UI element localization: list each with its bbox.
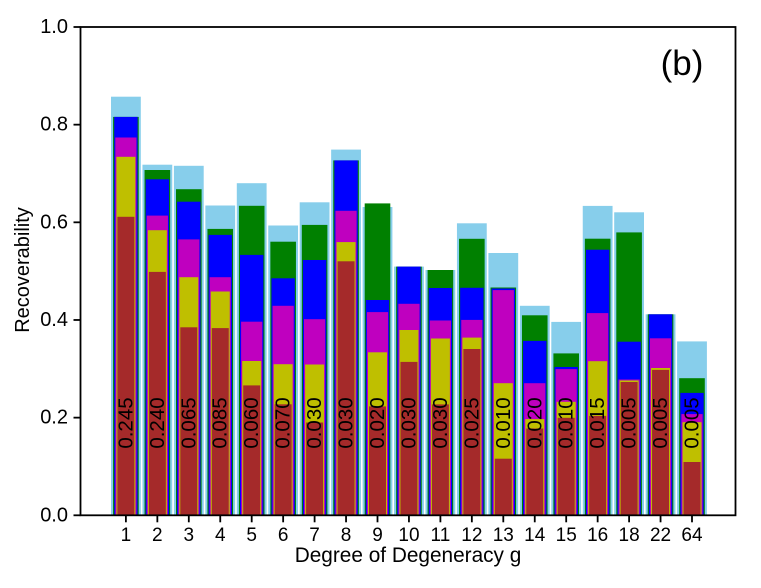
svg-text:12: 12 <box>461 525 482 546</box>
svg-text:0.020: 0.020 <box>523 397 546 448</box>
svg-text:0.085: 0.085 <box>209 397 232 448</box>
svg-text:11: 11 <box>431 525 451 546</box>
svg-text:0.010: 0.010 <box>555 397 578 448</box>
svg-text:0.060: 0.060 <box>240 397 263 448</box>
svg-text:0.030: 0.030 <box>429 397 452 448</box>
svg-text:14: 14 <box>524 525 546 546</box>
svg-text:0.025: 0.025 <box>460 397 483 448</box>
svg-text:3: 3 <box>184 525 195 546</box>
svg-text:0.0: 0.0 <box>40 504 68 526</box>
svg-text:18: 18 <box>619 525 640 546</box>
svg-text:0.010: 0.010 <box>492 397 515 448</box>
svg-text:0.6: 0.6 <box>40 211 68 233</box>
svg-text:9: 9 <box>372 525 383 546</box>
svg-text:0.005: 0.005 <box>649 397 672 448</box>
svg-text:0.030: 0.030 <box>335 397 358 448</box>
svg-text:16: 16 <box>587 525 608 546</box>
svg-text:0.070: 0.070 <box>272 397 295 448</box>
svg-text:13: 13 <box>493 525 514 546</box>
svg-text:(b): (b) <box>661 44 704 83</box>
svg-text:0.005: 0.005 <box>618 397 641 448</box>
svg-text:Recoverability: Recoverability <box>12 207 34 333</box>
svg-text:64: 64 <box>681 525 703 546</box>
svg-text:6: 6 <box>278 525 289 546</box>
svg-text:0.005: 0.005 <box>681 397 704 448</box>
svg-text:Degree of Degeneracy g: Degree of Degeneracy g <box>295 544 522 567</box>
svg-text:0.065: 0.065 <box>177 397 200 448</box>
svg-text:10: 10 <box>398 525 419 546</box>
svg-text:0.240: 0.240 <box>146 397 169 448</box>
svg-text:0.030: 0.030 <box>303 397 326 448</box>
svg-text:0.4: 0.4 <box>40 309 68 331</box>
svg-text:0.020: 0.020 <box>366 397 389 448</box>
svg-text:0.245: 0.245 <box>114 397 137 448</box>
svg-text:7: 7 <box>309 525 320 546</box>
svg-text:15: 15 <box>556 525 577 546</box>
svg-text:2: 2 <box>152 525 163 546</box>
svg-text:0.015: 0.015 <box>586 397 609 448</box>
svg-text:1.0: 1.0 <box>40 16 68 38</box>
svg-text:4: 4 <box>215 525 226 546</box>
svg-text:22: 22 <box>650 525 671 546</box>
svg-text:0.8: 0.8 <box>40 114 68 136</box>
svg-text:0.030: 0.030 <box>398 397 421 448</box>
svg-text:1: 1 <box>121 525 132 546</box>
svg-text:0.2: 0.2 <box>40 407 68 429</box>
svg-text:8: 8 <box>341 525 352 546</box>
svg-text:5: 5 <box>246 525 257 546</box>
